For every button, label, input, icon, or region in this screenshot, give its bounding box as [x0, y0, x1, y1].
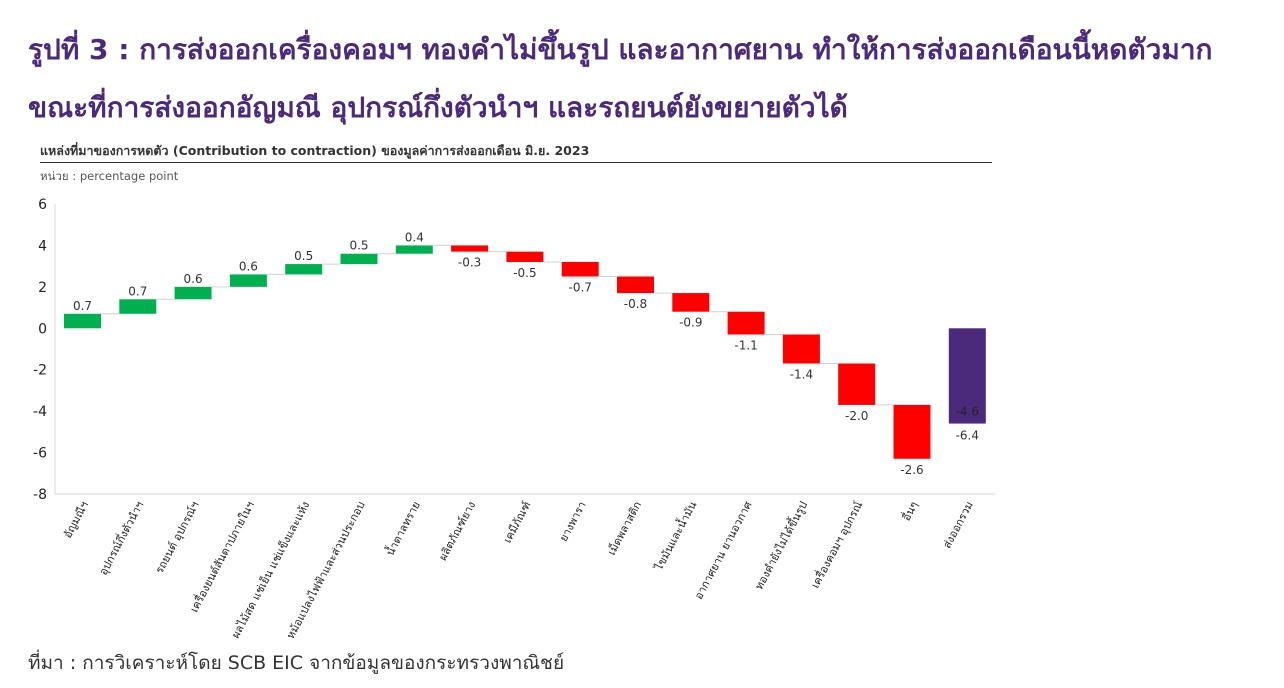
x-tick-label: ผลิตภัณฑ์ยาง [436, 499, 478, 562]
y-tick-label: 4 [38, 238, 47, 254]
x-tick-label: เคมีภัณฑ์ [501, 499, 534, 545]
bar-16 [893, 404, 931, 459]
x-tick-label: อื่นๆ [898, 498, 921, 523]
x-tick-label: อุปกรณ์กึ่งตัวนำฯ [95, 498, 147, 577]
y-tick-label: -4 [33, 404, 47, 420]
y-tick-label: -6 [33, 446, 47, 462]
bar-15 [838, 363, 876, 405]
data-label: 0.4 [405, 230, 424, 244]
x-tick-label: อัญมณีฯ [61, 499, 91, 540]
x-tick-label: ส่งออกรวม [940, 499, 976, 550]
data-label: -0.8 [624, 297, 647, 311]
bar-10 [561, 262, 599, 277]
x-tick-label: ไขมันและน้ำมัน [650, 498, 700, 573]
bar-11 [617, 276, 654, 294]
data-label: 0.7 [128, 284, 147, 298]
x-tick-label: รถยนต์ อุปกรณ์ฯ [153, 499, 202, 575]
data-label: -2.6 [900, 463, 923, 477]
data-label: 0.6 [239, 259, 258, 273]
data-label: -0.5 [513, 266, 536, 280]
bar-14 [782, 334, 820, 364]
data-label: -0.9 [679, 316, 702, 330]
bar-3 [174, 286, 212, 300]
data-label: -0.7 [568, 281, 591, 295]
x-tick-label: น้ำตาลทราย [382, 498, 423, 558]
y-tick-label: -8 [33, 487, 47, 503]
data-label: -4.6 [956, 405, 979, 419]
source-note: ที่มา : การวิเคราะห์โดย SCB EIC จากข้อมู… [28, 652, 565, 674]
y-tick-label: 6 [38, 197, 47, 213]
bar-12 [672, 293, 710, 312]
unit-label: หน่วย : percentage point [40, 169, 179, 183]
bar-9 [506, 251, 544, 262]
data-label: 0.6 [184, 272, 203, 286]
y-tick-label: 0 [38, 321, 47, 337]
headline-line-2: ขณะที่การส่งออกอัญมณี อุปกรณ์กึ่งตัวนำฯ … [28, 91, 848, 124]
bar-6 [340, 253, 378, 265]
headline-line-1: รูปที่ 3 : การส่งออกเครื่องคอมฯ ทองคำไม่… [28, 33, 1213, 66]
chart-title: แหล่งที่มาของการหดตัว (Contribution to c… [40, 143, 590, 158]
x-tick-label: เม็ดพลาสติก [604, 499, 644, 558]
x-tick-label: ทองคำยังไม่ได้ขึ้นรูป [751, 498, 810, 592]
x-tick-label: เครื่องยนต์สันดาปภายในฯ [186, 498, 257, 614]
data-label: 0.5 [294, 249, 313, 263]
title-divider [40, 162, 992, 163]
bar-7 [395, 245, 433, 254]
data-label: -1.4 [790, 368, 813, 382]
data-label: 0.7 [73, 299, 92, 313]
bar-13 [727, 311, 765, 335]
data-label: -1.1 [734, 339, 757, 353]
x-tick-label: ยางพารา [557, 499, 589, 544]
bar-2 [119, 299, 157, 314]
bar-5 [285, 264, 323, 275]
y-tick-label: -2 [33, 363, 47, 379]
bar-8 [451, 245, 489, 252]
x-tick-label: เครื่องคอมฯ อุปกรณ์ [807, 498, 865, 590]
x-tick-label: อากาศยาน ยานอวกาศ [692, 499, 755, 601]
data-label: 0.5 [349, 239, 368, 253]
bar-17 [948, 328, 986, 424]
bar-4 [229, 274, 267, 287]
data-label-cumulative: -6.4 [956, 429, 979, 443]
y-tick-label: 2 [38, 280, 47, 296]
data-label: -0.3 [458, 256, 481, 270]
data-label: -2.0 [845, 409, 868, 423]
bar-1 [64, 313, 101, 329]
